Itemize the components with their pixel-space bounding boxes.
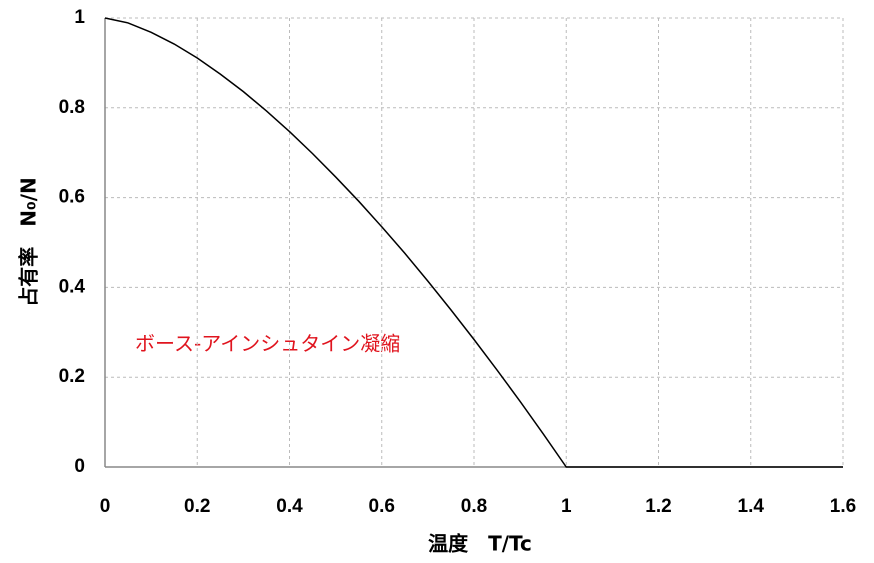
data-line <box>104 17 843 468</box>
annotation: ボース-アインシュタイン凝縮 <box>135 332 400 356</box>
x-tick-label: 0.8 <box>461 496 487 517</box>
x-tick-label: 0 <box>100 496 111 517</box>
x-tick-label: 1.2 <box>645 496 671 517</box>
x-tick-label: 0.4 <box>276 496 303 517</box>
y-tick-label: 0.4 <box>59 276 86 297</box>
y-tick-label: 0 <box>74 456 85 477</box>
y-tick-label: 0.8 <box>59 97 85 118</box>
x-tick-label: 0.6 <box>369 496 395 517</box>
x-tick-label: 1.6 <box>830 496 856 517</box>
x-tick-label: 0.2 <box>184 496 210 517</box>
y-axis-label: 占有率 N₀/N <box>17 177 41 307</box>
x-axis-label: 温度 T/Tc <box>428 532 532 556</box>
x-tick-label: 1 <box>561 496 572 517</box>
y-tick-label: 1 <box>74 7 85 28</box>
y-tick-label: 0.6 <box>59 187 85 208</box>
x-tick-label: 1.4 <box>738 496 765 517</box>
y-tick-label: 0.2 <box>59 366 85 387</box>
